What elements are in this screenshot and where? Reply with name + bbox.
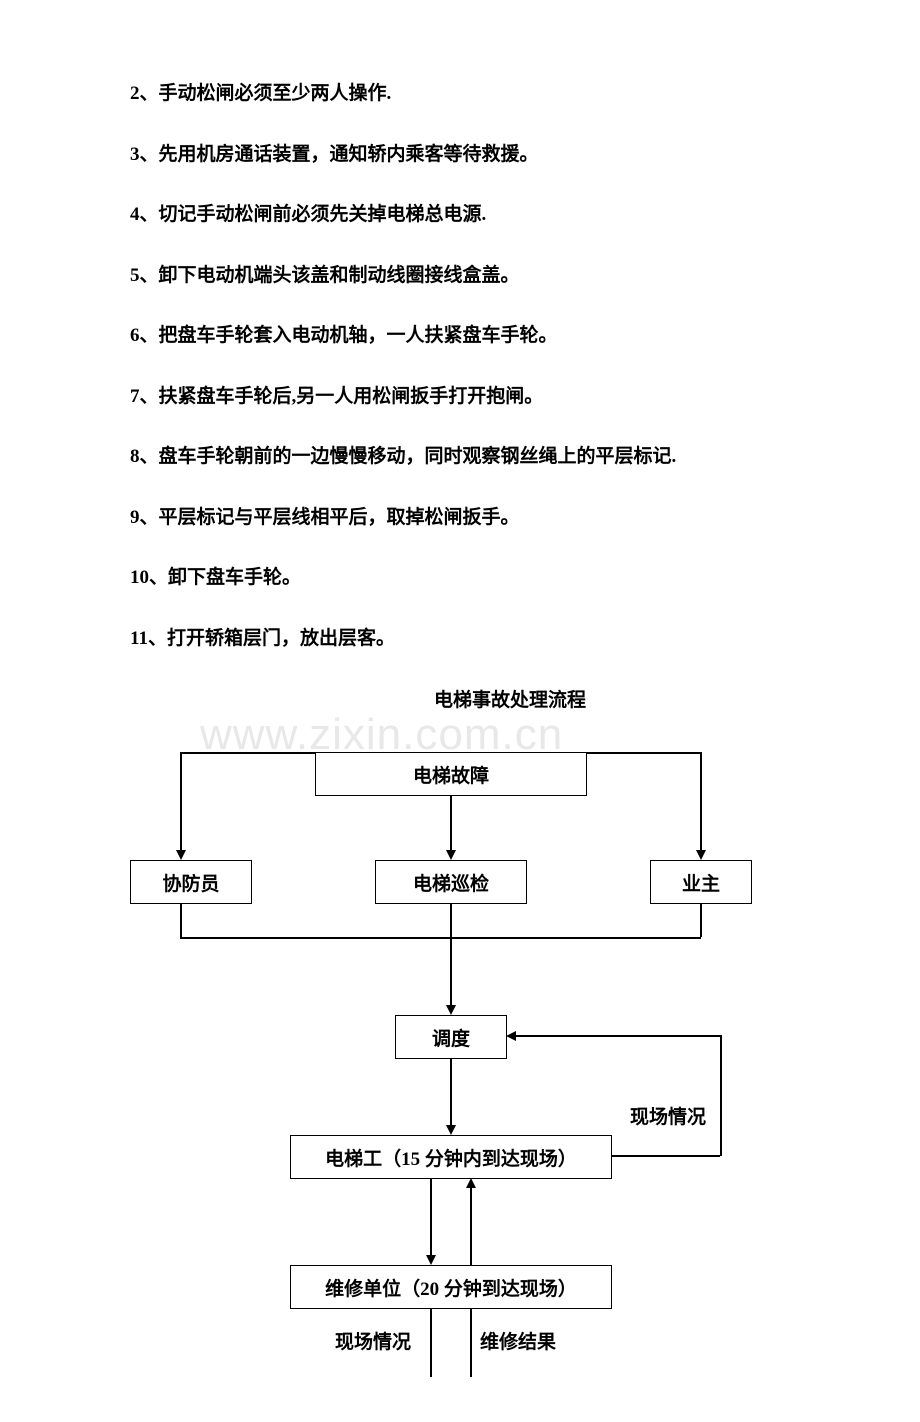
procedure-step-3: 3、先用机房通话装置，通知轿内乘客等待救援。 [130, 141, 790, 170]
arrow-icon [466, 1178, 476, 1188]
flowchart-title: 电梯事故处理流程 [130, 685, 790, 712]
line [700, 902, 702, 937]
procedure-step-7: 7、扶紧盘车手轮后,另一人用松闸扳手打开抱闸。 [130, 383, 790, 412]
procedure-step-10: 10、卸下盘车手轮。 [130, 564, 790, 593]
procedure-step-9: 9、平层标记与平层线相平后，取掉松闸扳手。 [130, 504, 790, 533]
line [720, 1035, 722, 1156]
arrow-icon [446, 1125, 456, 1135]
node-dispatch: 调度 [395, 1015, 507, 1059]
node-worker: 电梯工（15 分钟内到达现场） [290, 1135, 612, 1179]
line [585, 752, 700, 754]
line [430, 1177, 432, 1257]
procedure-step-5: 5、卸下电动机端头该盖和制动线圈接线盒盖。 [130, 262, 790, 291]
procedure-step-11: 11、打开轿箱层门，放出层客。 [130, 625, 790, 654]
procedure-step-4: 4、切记手动松闸前必须先关掉电梯总电源. [130, 201, 790, 230]
node-owner: 业主 [650, 860, 752, 904]
node-inspection: 电梯巡检 [375, 860, 527, 904]
flowchart-container: 电梯故障 协防员 电梯巡检 业主 调度 [120, 722, 820, 1382]
line [470, 1307, 472, 1377]
label-scene-2: 现场情况 [335, 1327, 411, 1354]
line [180, 752, 315, 754]
arrow-icon [446, 1005, 456, 1015]
line [610, 1155, 720, 1157]
node-repair: 维修单位（20 分钟到达现场） [290, 1265, 612, 1309]
arrow-icon [506, 1031, 516, 1041]
line [180, 752, 182, 852]
procedure-step-8: 8、盘车手轮朝前的一边慢慢移动，同时观察钢丝绳上的平层标记. [130, 443, 790, 472]
node-fault: 电梯故障 [315, 752, 587, 796]
label-result: 维修结果 [480, 1327, 556, 1354]
label-scene-1: 现场情况 [630, 1102, 706, 1129]
line [180, 937, 701, 939]
arrow-icon [176, 850, 186, 860]
line [180, 902, 182, 937]
procedure-step-2: 2、手动松闸必须至少两人操作. [130, 80, 790, 109]
arrow-icon [446, 850, 456, 860]
line [450, 1057, 452, 1127]
node-guard: 协防员 [130, 860, 252, 904]
line [470, 1187, 472, 1265]
arrow-icon [696, 850, 706, 860]
line [450, 902, 452, 937]
line [450, 794, 452, 852]
line [700, 752, 702, 852]
arrow-icon [426, 1255, 436, 1265]
line [430, 1307, 432, 1377]
line [450, 937, 452, 1007]
line [515, 1035, 721, 1037]
procedure-step-6: 6、把盘车手轮套入电动机轴，一人扶紧盘车手轮。 [130, 322, 790, 351]
